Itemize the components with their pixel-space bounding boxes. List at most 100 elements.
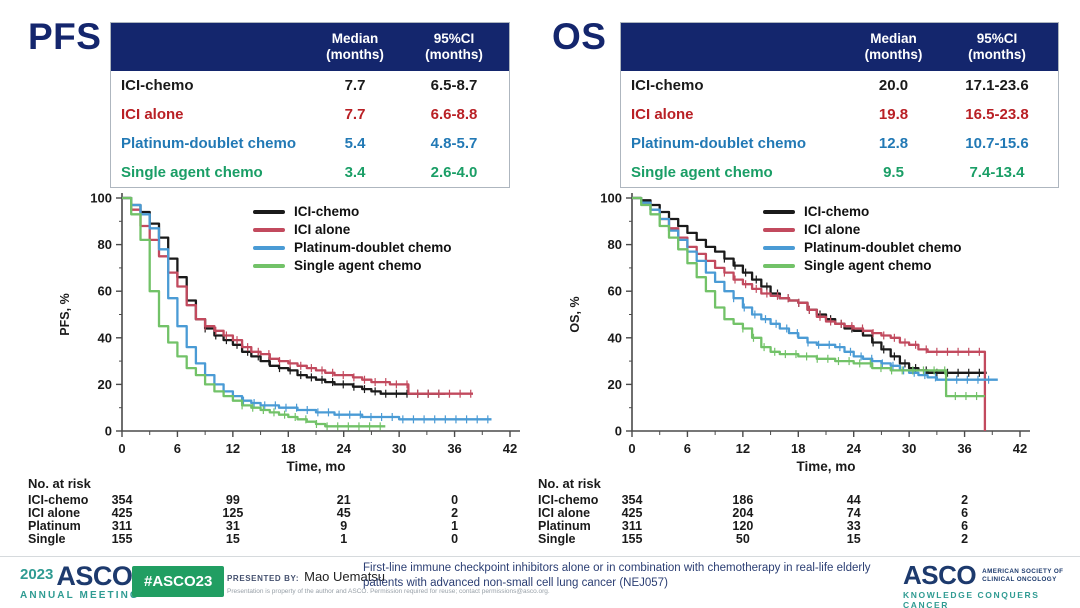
svg-text:60: 60 — [608, 284, 622, 299]
at-risk-group-label: Platinum — [28, 519, 81, 533]
ci-value: 10.7-15.6 — [965, 135, 1029, 152]
at-risk-count: 15 — [225, 532, 240, 546]
at-risk-count: 311 — [111, 519, 133, 533]
legend-line-swatch — [253, 209, 285, 214]
svg-text:20: 20 — [608, 377, 622, 392]
at-risk-count: 15 — [846, 532, 861, 546]
ci-value: 2.6-4.0 — [430, 164, 478, 181]
legend-label: Platinum-doublet chemo — [294, 240, 452, 255]
svg-text:18: 18 — [281, 441, 295, 456]
legend-item: ICI alone — [253, 222, 452, 237]
meeting-year: 2023 — [20, 566, 54, 583]
median-value: 9.5 — [883, 164, 904, 181]
ci-column-header: 95%CI (months) — [425, 30, 483, 62]
at-risk-count: 354 — [621, 493, 643, 507]
permission-notice: Presentation is property of the author a… — [227, 588, 550, 595]
at-risk-count: 6 — [961, 519, 969, 533]
svg-text:18: 18 — [791, 441, 805, 456]
at-risk-count: 186 — [732, 493, 754, 507]
legend-label: ICI alone — [804, 222, 861, 237]
at-risk-row: Platinum 311 31 9 1 — [18, 520, 530, 533]
svg-text:0: 0 — [615, 424, 622, 439]
at-risk-row: Single 155 50 15 2 — [528, 533, 1040, 546]
pfs-summary-table-header: Median (months) 95%CI (months) — [111, 23, 509, 71]
at-risk-count: 120 — [732, 519, 754, 533]
at-risk-row: ICI alone 425 125 45 2 — [18, 507, 530, 520]
asco-wordmark: ASCO — [56, 561, 133, 591]
at-risk-row: ICI-chemo 354 99 21 0 — [18, 494, 530, 507]
median-value: 20.0 — [878, 77, 909, 94]
at-risk-count: 99 — [225, 493, 240, 507]
svg-text:20: 20 — [98, 377, 112, 392]
at-risk-count: 155 — [111, 532, 133, 546]
svg-text:36: 36 — [957, 441, 971, 456]
pfs-panel-title: PFS — [28, 16, 102, 57]
os-at-risk-table: No. at risk ICI-chemo 354 186 44 2 ICI alone 4… — [528, 476, 1040, 546]
pfs-km-chart: ICI-chemo ICI alone Platinum-doublet chemo… — [55, 188, 530, 478]
ci-column-header: 95%CI (months) — [968, 30, 1026, 62]
at-risk-row: Single 155 15 1 0 — [18, 533, 530, 546]
legend-line-swatch — [253, 263, 285, 268]
os-km-plot: 0 20 40 60 80 100 0 6 12 18 24 30 36 42 OS, % Time, mo — [568, 191, 1030, 474]
svg-text:PFS, %: PFS, % — [58, 293, 72, 335]
median-column-header: Median (months) — [864, 30, 923, 62]
ci-value: 16.5-23.8 — [965, 106, 1029, 123]
summary-row: ICI-chemo 20.0 17.1-23.6 — [621, 71, 1058, 100]
at-risk-count: 33 — [846, 519, 861, 533]
median-column-header: Median (months) — [326, 30, 384, 62]
legend-line-swatch — [763, 263, 795, 268]
at-risk-count: 311 — [621, 519, 643, 533]
at-risk-title: No. at risk — [538, 476, 601, 491]
svg-text:0: 0 — [105, 424, 112, 439]
median-value: 7.7 — [344, 77, 366, 94]
treatment-label: Single agent chemo — [631, 164, 773, 181]
treatment-label: ICI-chemo — [631, 77, 704, 94]
abstract-title: First-line immune checkpoint inhibitors … — [363, 562, 871, 589]
treatment-label: ICI-chemo — [121, 77, 194, 94]
at-risk-count: 425 — [111, 506, 133, 520]
at-risk-count: 0 — [451, 493, 459, 507]
treatment-label: Platinum-doublet chemo — [631, 135, 807, 152]
summary-row: ICI alone 7.7 6.6-8.8 — [111, 100, 509, 129]
os-panel-title: OS — [552, 16, 607, 57]
at-risk-count: 9 — [340, 519, 348, 533]
at-risk-count: 21 — [336, 493, 351, 507]
median-value: 19.8 — [878, 106, 909, 123]
at-risk-group-label: ICI-chemo — [28, 493, 89, 507]
asco-tagline: KNOWLEDGE CONQUERS CANCER — [903, 590, 1040, 608]
km-curve — [632, 196, 987, 431]
svg-text:24: 24 — [336, 441, 351, 456]
legend-line-swatch — [763, 227, 795, 232]
pfs-summary-table: Median (months) 95%CI (months) ICI-chemo… — [110, 22, 510, 188]
km-curve — [122, 196, 446, 395]
at-risk-group-label: ICI alone — [28, 506, 81, 520]
at-risk-row: ICI-chemo 354 186 44 2 — [528, 494, 1040, 507]
svg-text:40: 40 — [98, 330, 112, 345]
svg-text:24: 24 — [846, 441, 861, 456]
km-curve — [632, 196, 998, 381]
at-risk-count: 50 — [735, 532, 750, 546]
ci-value: 7.4-13.4 — [969, 164, 1025, 181]
legend-item: ICI-chemo — [763, 204, 962, 219]
median-value: 5.4 — [344, 135, 366, 152]
at-risk-count: 425 — [621, 506, 643, 520]
treatment-label: ICI alone — [631, 106, 694, 123]
summary-row: Single agent chemo 9.5 7.4-13.4 — [621, 158, 1058, 187]
at-risk-count: 2 — [451, 506, 459, 520]
summary-row: Platinum-doublet chemo 5.4 4.8-5.7 — [111, 129, 509, 158]
treatment-label: Platinum-doublet chemo — [121, 135, 297, 152]
treatment-label: ICI alone — [121, 106, 184, 123]
svg-text:30: 30 — [902, 441, 916, 456]
summary-row: Platinum-doublet chemo 12.8 10.7-15.6 — [621, 129, 1058, 158]
svg-text:80: 80 — [608, 237, 622, 252]
at-risk-group-label: ICI-chemo — [538, 493, 599, 507]
asco-annual-meeting-logo: 2023 ASCO ANNUAL MEETING — [20, 563, 140, 601]
at-risk-count: 1 — [340, 532, 348, 546]
at-risk-count: 155 — [621, 532, 643, 546]
at-risk-count: 204 — [732, 506, 754, 520]
asco-wordmark: ASCO — [903, 560, 977, 590]
legend-label: ICI alone — [294, 222, 351, 237]
legend-label: Platinum-doublet chemo — [804, 240, 962, 255]
at-risk-group-label: Single — [28, 532, 66, 546]
